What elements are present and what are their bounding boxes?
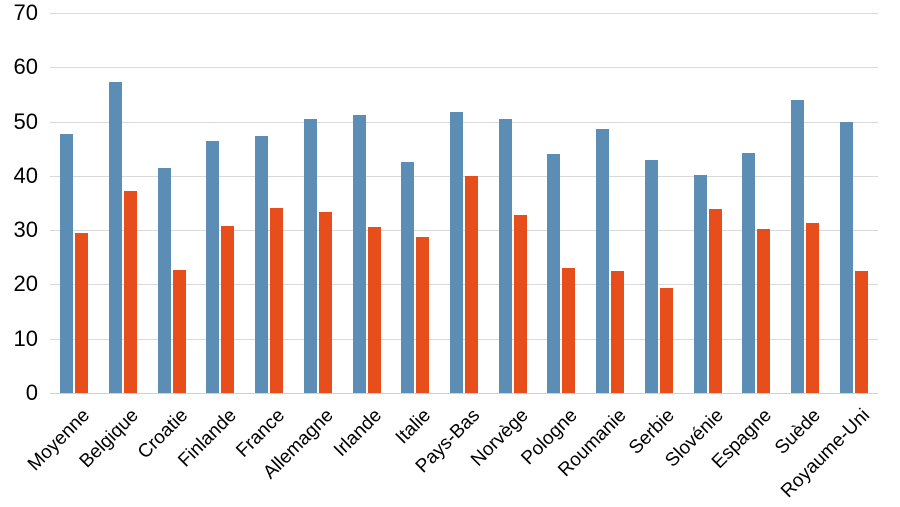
bar-blue-roumanie — [596, 129, 610, 393]
x-tick-label-irlande: Irlande — [330, 405, 387, 461]
gridline-10 — [50, 338, 878, 340]
bar-orange-finlande — [221, 225, 235, 393]
bar-blue-pays-bas — [450, 112, 463, 393]
bar-orange-france — [270, 207, 284, 393]
y-tick-label-70: 70 — [13, 0, 38, 25]
bar-orange-italie — [416, 237, 430, 393]
bar-orange-serbie — [659, 287, 673, 393]
gridline-60 — [50, 67, 878, 69]
y-tick-label-40: 40 — [13, 162, 38, 188]
bar-blue-moyenne — [60, 134, 74, 393]
gridline-30 — [50, 230, 878, 232]
bar-blue-espagne — [742, 153, 756, 393]
bar-blue-croatie — [157, 167, 171, 393]
bar-orange-pays-bas — [465, 175, 478, 393]
bar-blue-italie — [401, 162, 415, 393]
bar-blue-belgique — [109, 82, 123, 393]
bar-blue-pologne — [547, 154, 561, 393]
y-tick-label-0: 0 — [25, 380, 38, 405]
bar-blue-allemagne — [303, 119, 317, 393]
x-tick-label-italie: Italie — [391, 405, 436, 449]
bar-blue-royaume-uni — [839, 121, 853, 393]
bar-orange-espagne — [757, 229, 771, 393]
y-tick-label-20: 20 — [13, 271, 38, 297]
y-tick-label-10: 10 — [13, 325, 38, 351]
gridline-70 — [50, 13, 878, 14]
bar-orange-suède — [805, 222, 819, 393]
y-tick-label-30: 30 — [13, 217, 38, 243]
y-tick-label-50: 50 — [13, 108, 38, 134]
gridline-20 — [50, 284, 878, 286]
bar-orange-roumanie — [611, 270, 625, 393]
gridline-50 — [50, 121, 878, 123]
bar-blue-france — [255, 135, 269, 393]
bar-orange-belgique — [124, 191, 138, 393]
bar-orange-irlande — [367, 226, 381, 393]
bar-blue-suède — [790, 99, 804, 393]
bar-orange-norvège — [513, 215, 527, 393]
bar-blue-serbie — [644, 159, 658, 393]
gridline-0 — [50, 393, 878, 394]
bar-orange-croatie — [172, 270, 186, 393]
bar-orange-moyenne — [75, 232, 89, 393]
bar-blue-norvège — [498, 119, 512, 393]
bar-orange-slovénie — [708, 208, 722, 393]
bar-blue-slovénie — [693, 175, 707, 393]
gridline-40 — [50, 175, 878, 177]
bar-blue-irlande — [352, 114, 366, 393]
bar-orange-allemagne — [318, 212, 332, 393]
bar-orange-pologne — [562, 267, 576, 393]
bar-blue-finlande — [206, 141, 220, 393]
bar-orange-royaume-uni — [854, 270, 868, 393]
y-tick-label-60: 60 — [13, 54, 38, 80]
